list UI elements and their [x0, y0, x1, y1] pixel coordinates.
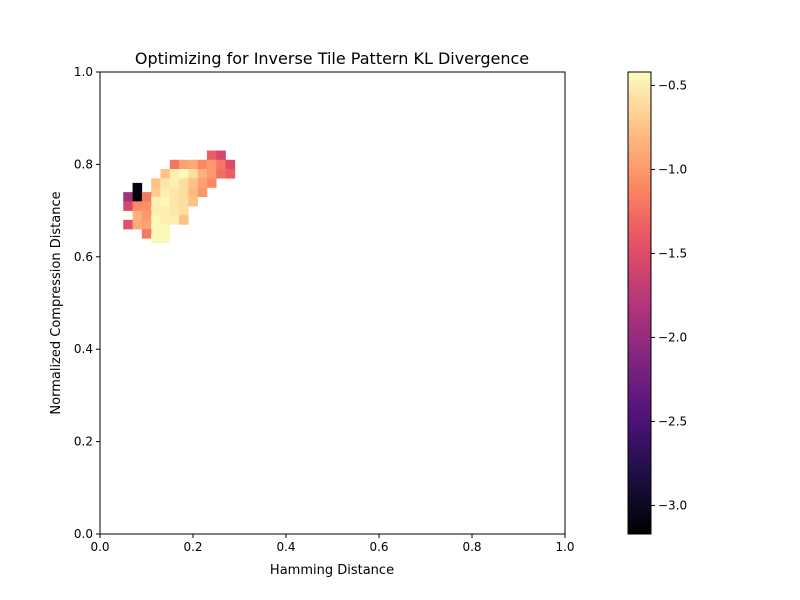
heatmap-cell [151, 196, 161, 207]
heatmap-cell [141, 201, 152, 211]
heatmap-cell [225, 159, 236, 170]
heatmap-cell [179, 205, 189, 216]
colorbar-tick-label: −1.0 [658, 162, 687, 176]
heatmap-cell [132, 210, 143, 221]
heatmap-cell [160, 178, 171, 188]
heatmap-cell [151, 205, 161, 216]
x-tick-label: 1.0 [555, 540, 574, 554]
heatmap-cell [151, 187, 161, 198]
heatmap-cell [188, 196, 198, 207]
x-tick-label: 0.6 [369, 540, 388, 554]
heatmap-cell [206, 178, 217, 188]
heatmap-cell [123, 192, 133, 202]
colorbar-tick-label: −0.5 [658, 78, 687, 92]
heatmap-cell [206, 150, 217, 161]
heatmap-cell [179, 187, 189, 198]
chart-title: Optimizing for Inverse Tile Pattern KL D… [135, 49, 529, 68]
heatmap-cell [151, 233, 161, 244]
x-tick-label: 0.2 [183, 540, 202, 554]
y-tick-label: 0.4 [74, 342, 93, 356]
y-tick-label: 0.2 [74, 435, 93, 449]
heatmap-cell [169, 215, 180, 225]
colorbar-ticks: −0.5 −1.0 −1.5 −2.0 −2.5 −3.0 [651, 78, 687, 512]
x-axis: 0.0 0.2 0.4 0.6 0.8 1.0 [90, 534, 575, 554]
heatmap-cell [188, 187, 198, 198]
colorbar-tick-label: −1.5 [658, 246, 687, 260]
heatmap-cell [216, 169, 226, 179]
x-axis-label: Hamming Distance [270, 563, 394, 578]
y-tick-label: 0.6 [74, 250, 93, 264]
heatmap-cell [160, 205, 171, 216]
heatmap-cell [151, 215, 161, 225]
heatmap-cell [132, 182, 143, 193]
heatmap-cell [169, 169, 180, 179]
colorbar-tick-label: −2.0 [658, 330, 687, 344]
heatmap-cell [141, 229, 152, 239]
x-tick-label: 0.8 [462, 540, 481, 554]
heatmap-cell [206, 159, 217, 170]
heatmap-cell [179, 196, 189, 207]
heatmap-cell [169, 187, 180, 198]
heatmap-cells [123, 150, 236, 244]
heatmap-cell [141, 192, 152, 202]
y-tick-label: 1.0 [74, 65, 93, 79]
heatmap-cell [123, 201, 133, 211]
heatmap-cell [169, 205, 180, 216]
heatmap-cell [179, 159, 189, 170]
heatmap-cell [169, 178, 180, 188]
colorbar-tick-label: −3.0 [658, 498, 687, 512]
x-tick-label: 0.0 [90, 540, 109, 554]
heatmap-cell [188, 169, 198, 179]
heatmap-cell [160, 169, 171, 179]
heatmap-cell [141, 219, 152, 230]
y-tick-label: 0.8 [74, 157, 93, 171]
heatmap-cell [225, 169, 236, 179]
colorbar-tick-label: −2.5 [658, 414, 687, 428]
heatmap-cell [169, 159, 180, 170]
heatmap-cell [216, 159, 226, 170]
heatmap-cell [216, 150, 226, 161]
heatmap-cell [188, 178, 198, 188]
plot-frame [99, 71, 566, 535]
y-axis: 0.0 0.2 0.4 0.6 0.8 1.0 [74, 65, 100, 541]
heatmap-cell [160, 196, 171, 207]
heatmap-cell [188, 159, 198, 170]
heatmap-cell [160, 233, 171, 244]
heatmap-cell [141, 210, 152, 221]
y-axis-label: Normalized Compression Distance [49, 191, 64, 414]
heatmap-cell [151, 224, 161, 234]
heatmap-cell [197, 169, 208, 179]
heatmap-cell [206, 169, 217, 179]
y-tick-label: 0.0 [74, 527, 93, 541]
heatmap-cell [169, 196, 180, 207]
heatmap-cell [197, 187, 208, 198]
heatmap-cell [179, 178, 189, 188]
heatmap-cell [160, 215, 171, 225]
heatmap-cell [132, 219, 143, 230]
heatmap-cell [123, 219, 133, 230]
heatmap-cell [179, 215, 189, 225]
heatmap-cell [132, 192, 143, 202]
heatmap-cell [160, 187, 171, 198]
heatmap-cell [179, 169, 189, 179]
colorbar [627, 71, 652, 535]
heatmap-cell [160, 224, 171, 234]
heatmap-cell [151, 178, 161, 188]
heatmap-cell [197, 178, 208, 188]
heatmap-cell [197, 159, 208, 170]
heatmap-cell [132, 201, 143, 211]
x-tick-label: 0.4 [276, 540, 295, 554]
